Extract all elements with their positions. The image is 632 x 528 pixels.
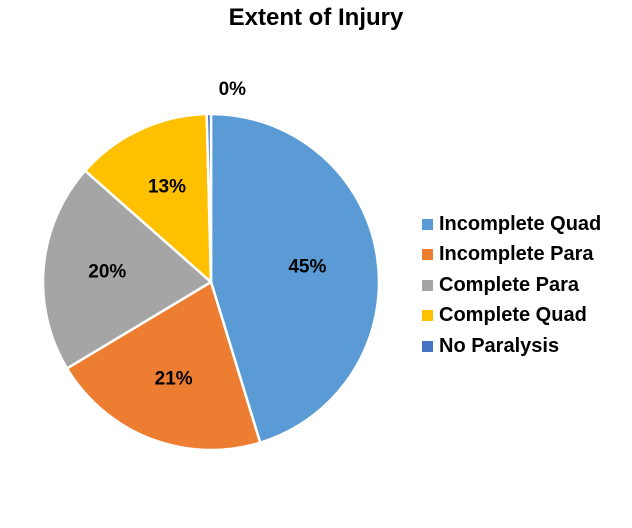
- legend-item-incomplete-para: Incomplete Para: [422, 240, 601, 271]
- chart-title: Extent of Injury: [228, 4, 404, 31]
- legend-label: Complete Para: [439, 273, 580, 296]
- legend-item-no-paralysis: No Paralysis: [422, 331, 601, 362]
- legend-label: Incomplete Para: [439, 243, 594, 266]
- slice-label-no-paralysis: 0%: [219, 79, 247, 100]
- slice-label-incomplete-para: 21%: [155, 368, 193, 389]
- legend-item-incomplete-quad: Incomplete Quad: [422, 209, 601, 240]
- pie-slice-incomplete-para: [65, 280, 262, 452]
- legend-item-complete-quad: Complete Quad: [422, 301, 601, 332]
- legend-label: Complete Quad: [439, 304, 587, 327]
- slice-label-complete-para: 20%: [88, 261, 126, 282]
- pie-slices: [41, 112, 381, 452]
- legend-swatch: [422, 340, 433, 352]
- pie-slice-no-paralysis: [205, 112, 213, 284]
- legend-label: No Paralysis: [439, 334, 560, 357]
- legend-swatch: [422, 249, 433, 261]
- legend-item-complete-para: Complete Para: [422, 270, 601, 301]
- slice-labels: 45% 21% 20% 13% 0%: [88, 79, 326, 389]
- chart-legend: Incomplete Quad Incomplete Para Complete P…: [422, 209, 601, 362]
- legend-swatch: [422, 310, 433, 322]
- pie-slice-incomplete-quad: [209, 112, 381, 444]
- pie-slice-complete-para: [41, 169, 213, 370]
- legend-swatch: [422, 218, 433, 230]
- pie-slice-complete-quad: [83, 112, 213, 284]
- slice-label-complete-quad: 13%: [148, 177, 186, 198]
- legend-swatch: [422, 279, 433, 291]
- legend-label: Incomplete Quad: [439, 212, 602, 235]
- slice-label-incomplete-quad: 45%: [288, 257, 326, 278]
